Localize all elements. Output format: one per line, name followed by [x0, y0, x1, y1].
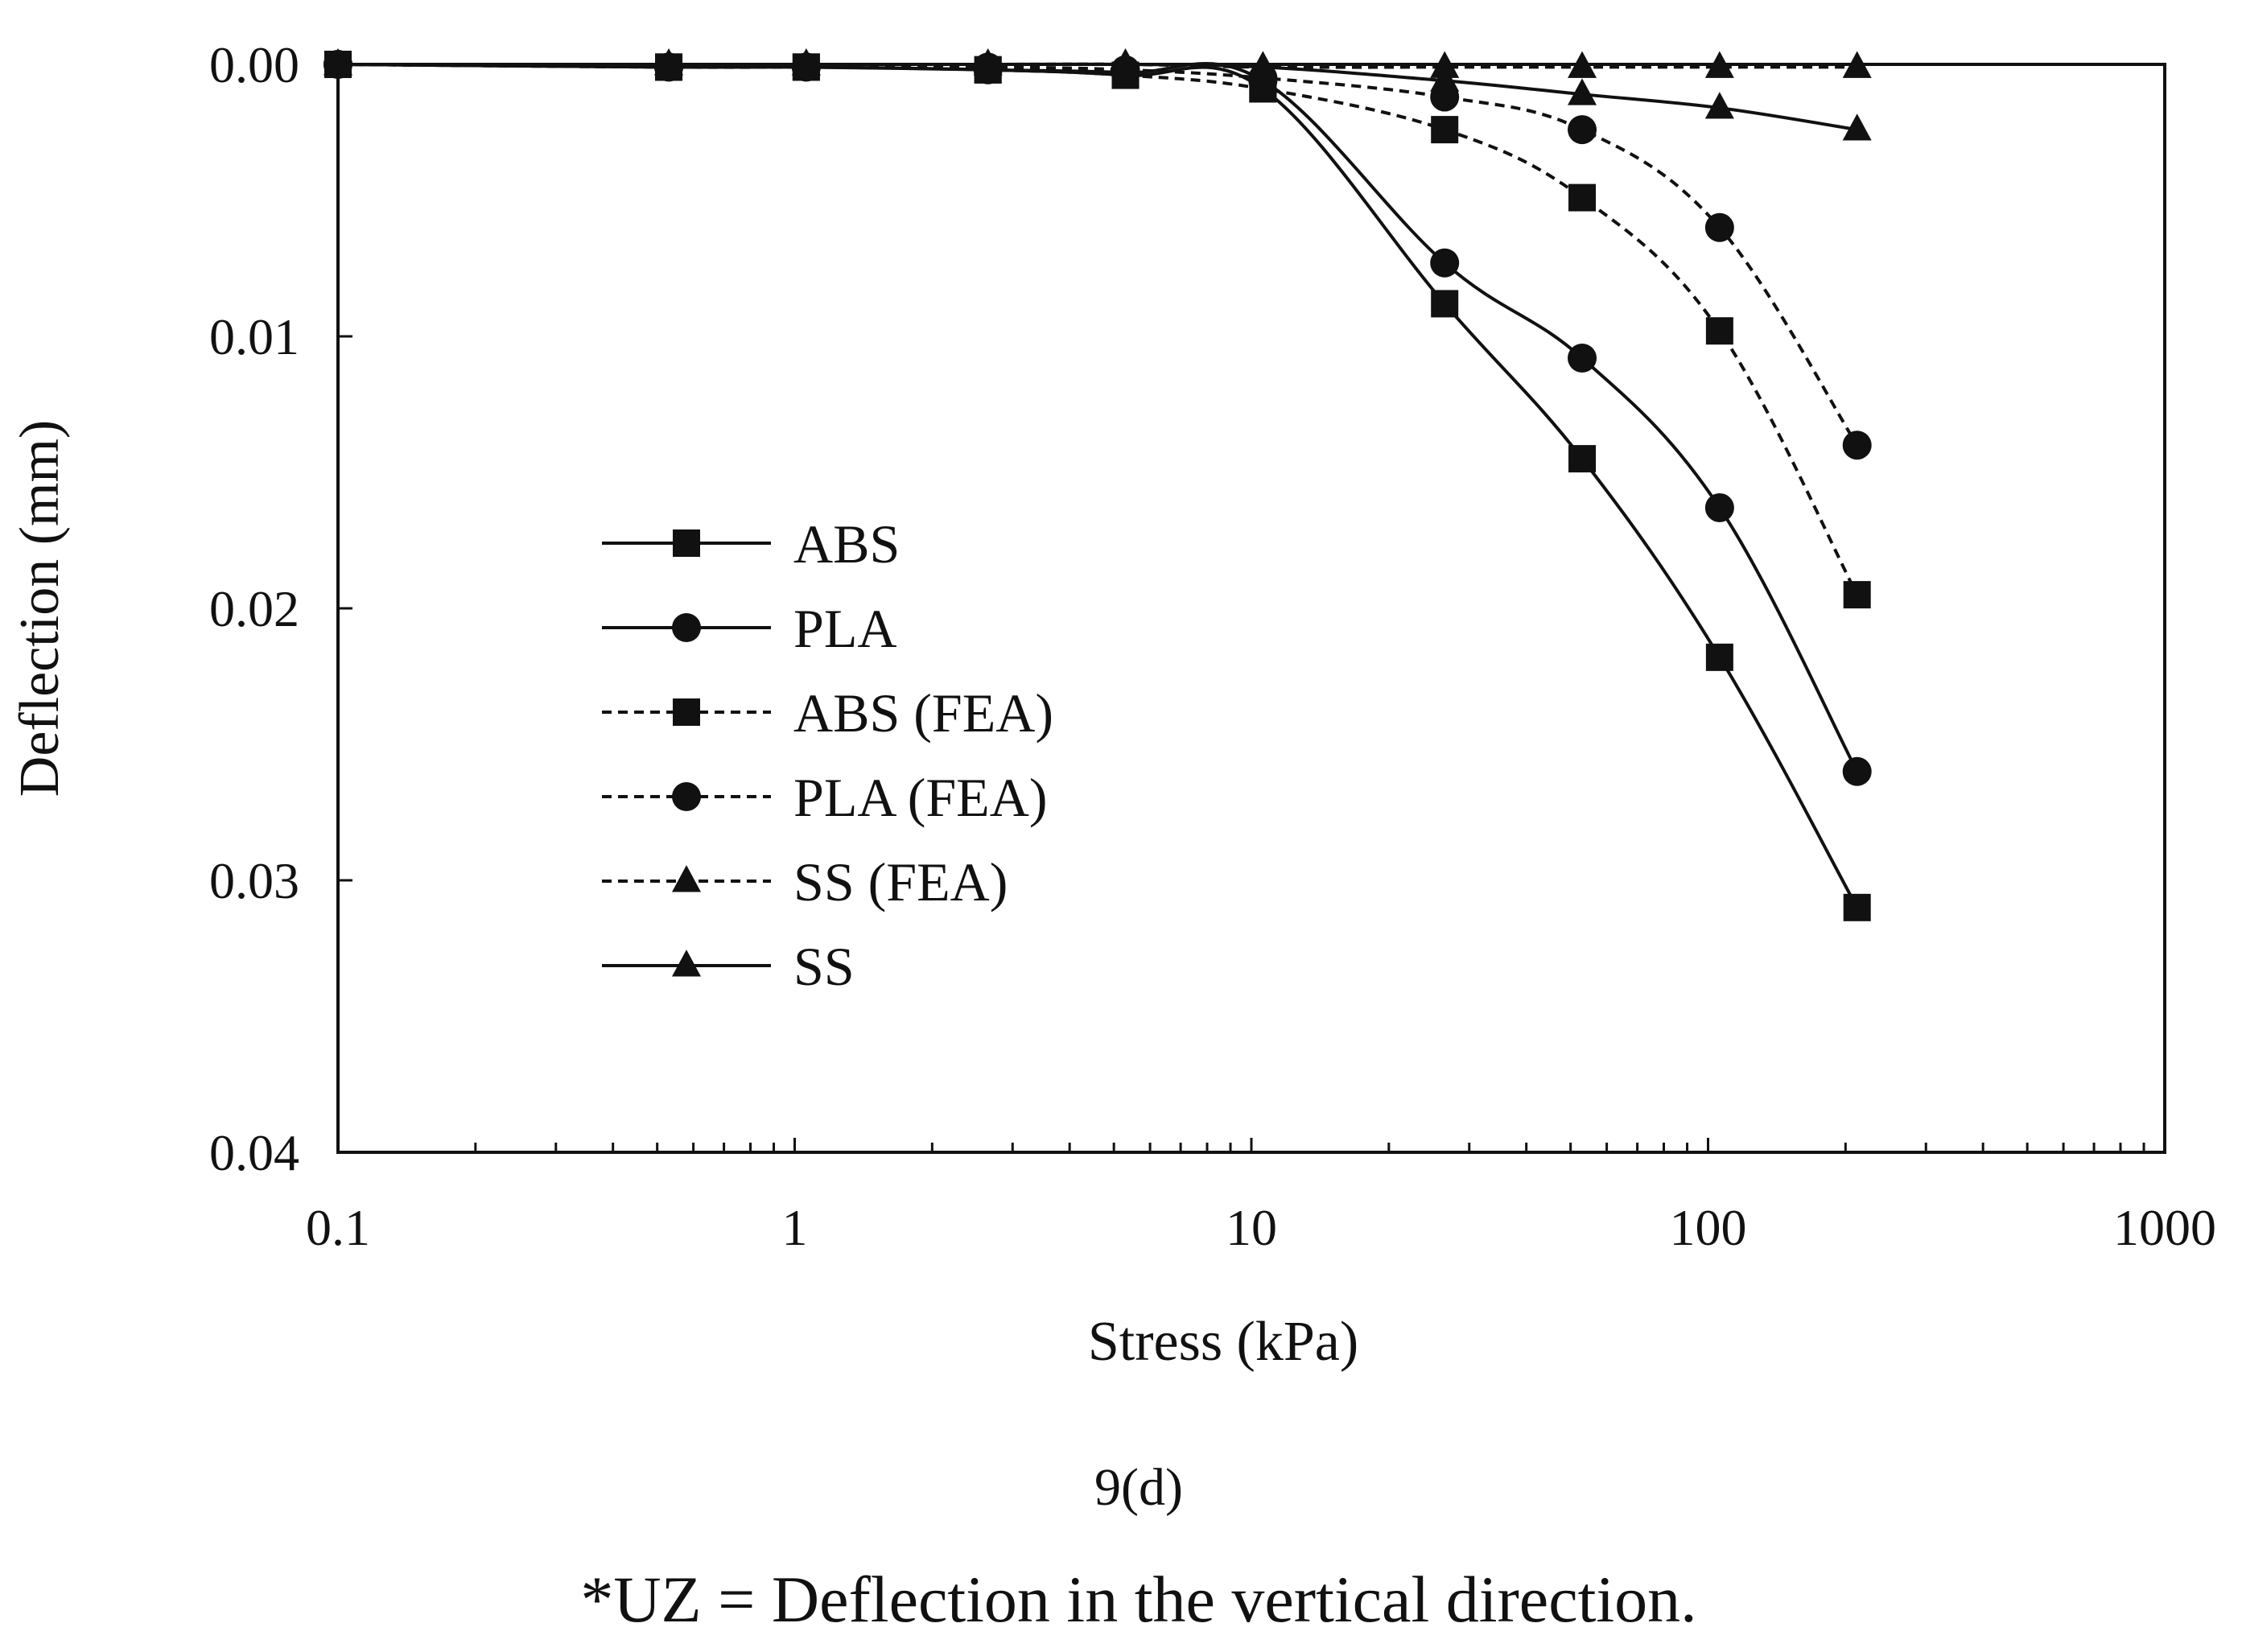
data-point-abs-fea — [1705, 317, 1733, 345]
y-axis-title: Deflection (mm) — [9, 420, 71, 797]
legend-label: PLA (FEA) — [793, 767, 1047, 828]
data-point-ss — [654, 48, 684, 76]
legend-marker — [673, 529, 700, 557]
x-tick-label: 1 — [782, 1199, 808, 1256]
data-point-pla — [1704, 492, 1734, 522]
legend-label: SS — [793, 936, 855, 997]
data-point-pla-fea — [1704, 212, 1734, 242]
data-point-ss — [324, 48, 352, 76]
legend-item-abs: ABS — [602, 513, 900, 575]
legend-label: ABS — [793, 513, 900, 575]
legend-item-ss: SS — [602, 936, 855, 997]
y-tick-label: 0.00 — [209, 36, 299, 93]
data-point-pla — [1568, 344, 1597, 373]
legend-label: ABS (FEA) — [793, 682, 1053, 744]
legend-item-ss-fea: SS (FEA) — [602, 851, 1008, 913]
legend-item-pla: PLA — [602, 598, 896, 659]
data-point-abs — [1843, 893, 1871, 921]
legend-item-abs-fea: ABS (FEA) — [602, 682, 1053, 744]
data-point-ss — [1111, 48, 1140, 76]
figure-panel-label: 9(d) — [1094, 1458, 1183, 1517]
x-axis-ticks: 0.1 1 10 100 1000 — [306, 1138, 2216, 1256]
legend-label: PLA — [793, 598, 896, 659]
data-point-ss — [791, 48, 821, 76]
legend-marker — [672, 865, 701, 892]
data-point-abs — [1568, 445, 1597, 473]
figure-footnote: *UZ = Deflection in the vertical directi… — [580, 1563, 1696, 1636]
data-point-ss — [1430, 64, 1460, 92]
data-point-ss — [1568, 78, 1597, 105]
data-point-abs — [1705, 643, 1733, 671]
data-point-pla-fea — [1842, 431, 1872, 460]
x-tick-label: 1000 — [2113, 1199, 2216, 1256]
data-point-abs-fea — [1568, 183, 1597, 212]
data-point-pla-fea — [1568, 115, 1597, 145]
legend-marker — [672, 950, 701, 977]
series-line-pla-fea — [337, 63, 1859, 447]
x-tick-label: 0.1 — [306, 1199, 370, 1256]
legend-marker — [672, 613, 701, 642]
legend-marker — [673, 698, 700, 726]
y-axis-ticks: 0.00 0.01 0.02 0.03 0.04 — [209, 36, 352, 1181]
y-tick-label: 0.03 — [209, 852, 299, 909]
y-tick-label: 0.04 — [209, 1124, 299, 1181]
plot-frame — [336, 63, 2166, 1154]
y-tick-label: 0.01 — [209, 308, 299, 365]
x-tick-label: 10 — [1226, 1199, 1277, 1256]
legend-item-pla-fea: PLA (FEA) — [602, 767, 1047, 828]
data-point-pla — [1430, 248, 1460, 278]
data-point-abs-fea — [1431, 116, 1459, 144]
x-tick-label: 100 — [1670, 1199, 1747, 1256]
data-point-ss — [1704, 92, 1734, 119]
legend-marker — [672, 782, 701, 811]
data-point-ss — [973, 48, 1003, 76]
legend-label: SS (FEA) — [793, 851, 1008, 913]
data-point-abs-fea — [1843, 581, 1871, 609]
data-point-pla — [1842, 756, 1872, 786]
y-tick-label: 0.02 — [209, 580, 299, 637]
data-point-ss — [1842, 113, 1872, 141]
data-point-abs — [1431, 290, 1459, 318]
x-axis-title: Stress (kPa) — [1088, 1311, 1358, 1373]
legend: ABS PLA ABS (FEA) PLA (FEA) SS (FEA) SS — [602, 513, 1053, 997]
